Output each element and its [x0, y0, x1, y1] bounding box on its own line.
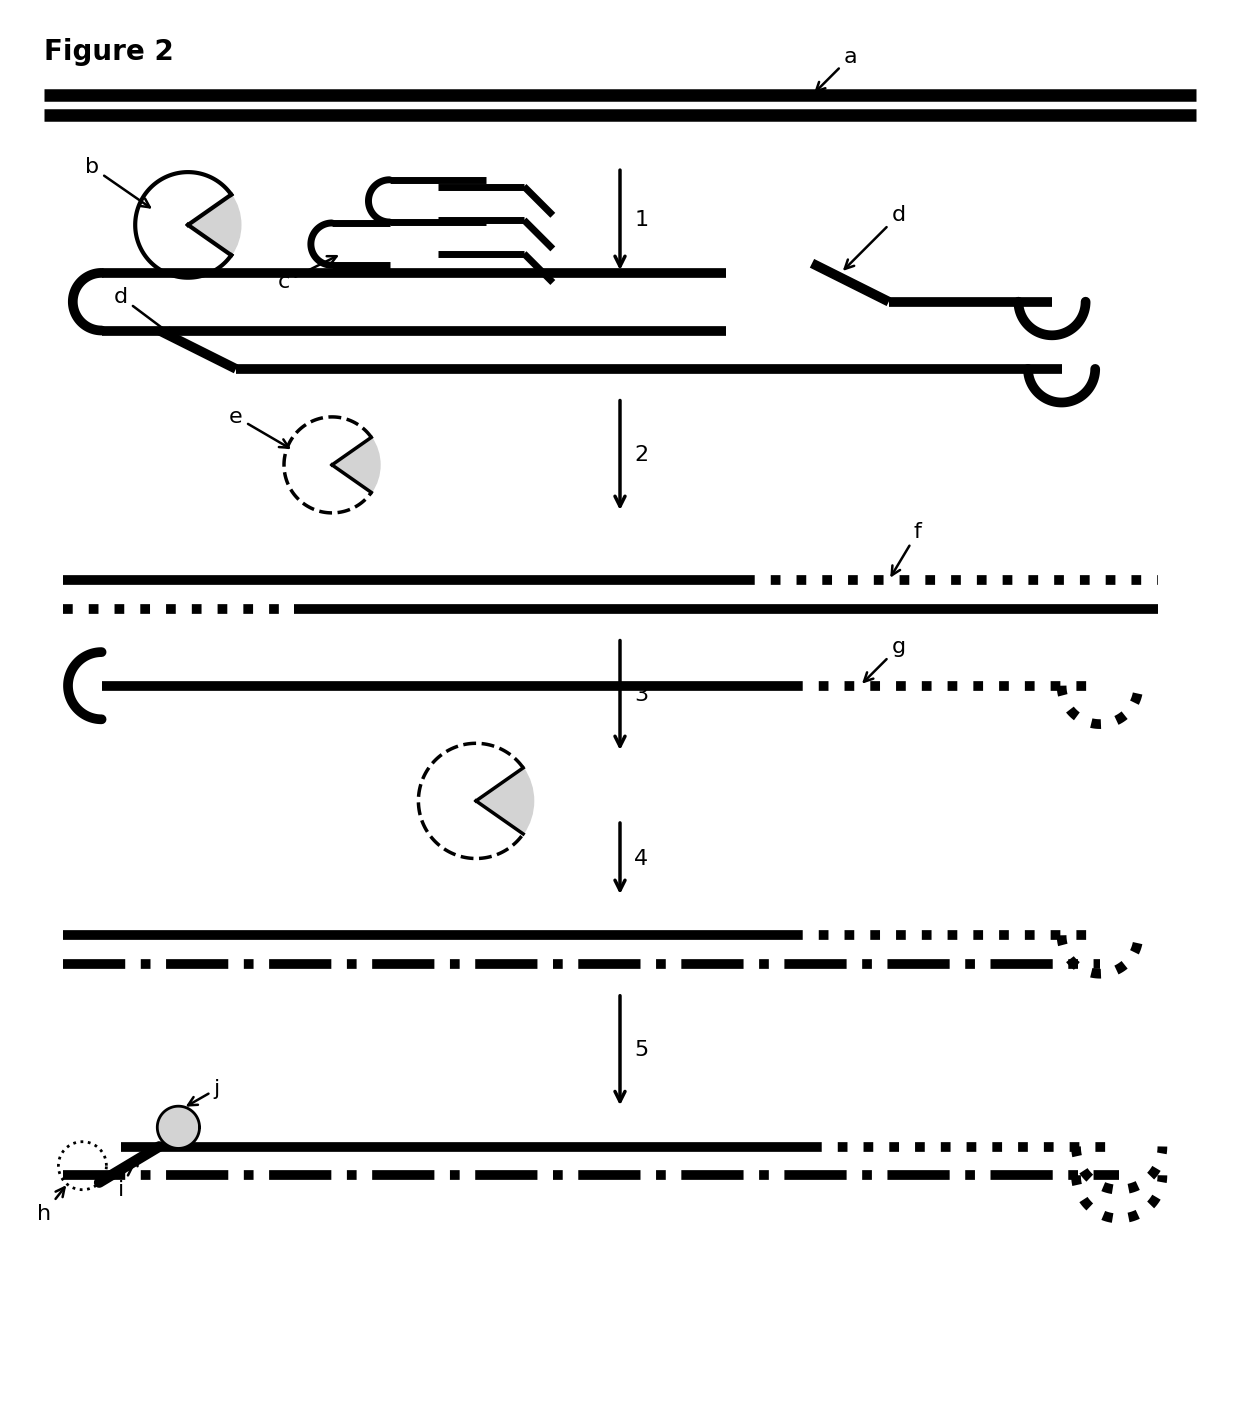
Text: f: f — [892, 523, 921, 575]
Wedge shape — [188, 195, 241, 256]
Text: j: j — [188, 1079, 219, 1106]
Text: Figure 2: Figure 2 — [43, 38, 174, 66]
Text: e: e — [229, 407, 289, 448]
Circle shape — [157, 1106, 200, 1148]
Text: 2: 2 — [635, 445, 649, 465]
Text: 3: 3 — [635, 686, 649, 705]
Text: a: a — [816, 46, 857, 91]
Text: d: d — [844, 205, 905, 268]
Text: i: i — [118, 1156, 138, 1200]
Wedge shape — [476, 769, 533, 835]
Wedge shape — [332, 437, 379, 492]
Text: b: b — [84, 157, 150, 208]
Text: c: c — [278, 256, 336, 292]
Text: h: h — [37, 1187, 64, 1224]
Text: 5: 5 — [635, 1041, 649, 1061]
Text: g: g — [864, 638, 905, 681]
Text: d: d — [114, 287, 174, 337]
Text: 1: 1 — [635, 211, 649, 230]
Text: 4: 4 — [635, 849, 649, 868]
